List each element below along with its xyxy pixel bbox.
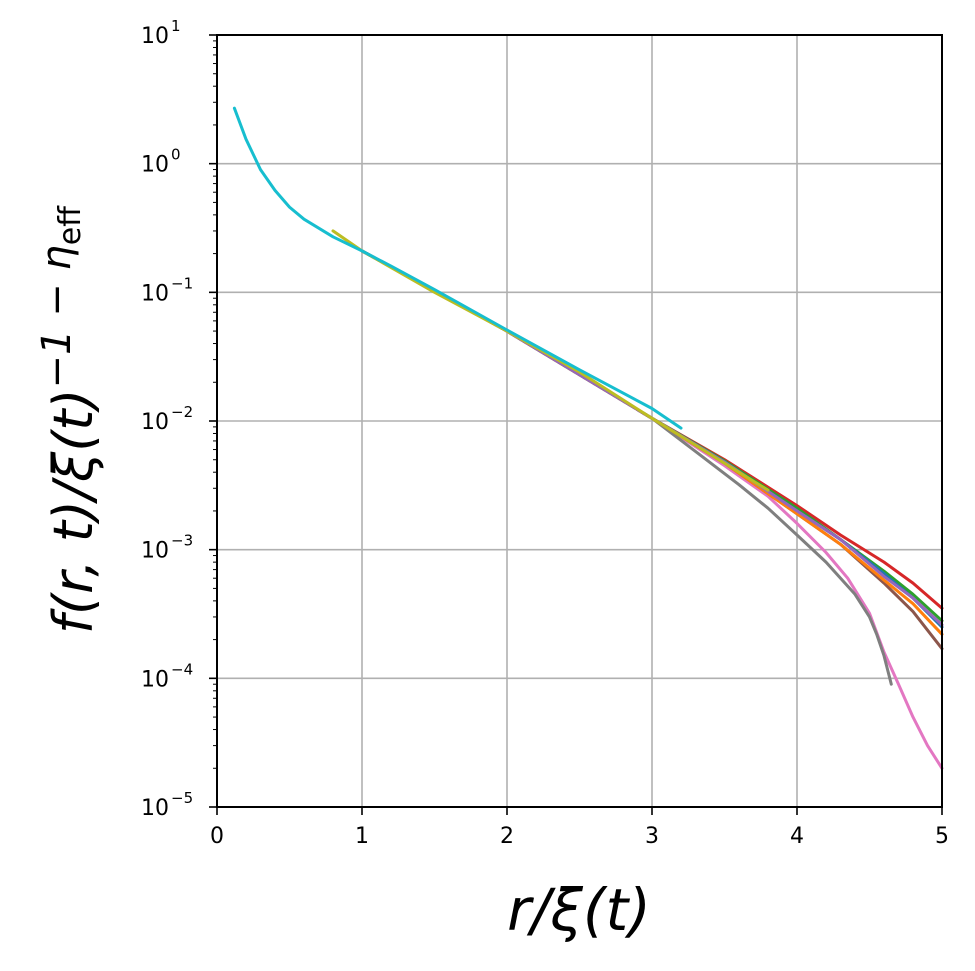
series-group	[232, 106, 944, 770]
y-tick-label: 10	[141, 24, 169, 49]
x-axis: 0 1 2 3 4 5	[210, 807, 949, 849]
y-tick-label-exponent: −1	[171, 274, 193, 292]
x-axis-title: r/ξ(t)	[507, 876, 651, 944]
series-line-8	[360, 249, 944, 627]
y-tick-label: 10	[141, 281, 169, 306]
y-tick-label: 10	[141, 539, 169, 564]
series-line-10	[232, 106, 683, 430]
grid	[216, 34, 943, 808]
x-tick-label: 4	[790, 824, 804, 849]
x-tick-label: 2	[500, 824, 514, 849]
y-tick-label-exponent: 1	[171, 17, 181, 35]
y-axis-title-exponent: −1 − η	[34, 245, 80, 388]
x-tick-label: 0	[210, 824, 224, 849]
x-tick-label: 5	[935, 824, 949, 849]
y-tick-label-exponent: −3	[171, 532, 193, 550]
y-tick-label: 10	[141, 667, 169, 692]
x-tick-label: 3	[645, 824, 659, 849]
y-tick-label-exponent: −2	[171, 403, 193, 421]
y-axis-title-main: f(r, t)/ξ(t)	[42, 388, 105, 634]
y-axis-title-subscript: eff	[53, 205, 88, 245]
y-tick-label: 10	[141, 410, 169, 435]
y-tick-label: 10	[141, 153, 169, 178]
y-tick-label-exponent: −5	[171, 789, 193, 807]
series-line-2	[360, 249, 893, 686]
y-axis-title: f(r, t)/ξ(t)−1 − ηeff	[34, 205, 105, 634]
y-tick-label-exponent: 0	[171, 146, 181, 164]
y-tick-label: 10	[141, 796, 169, 821]
x-tick-label: 1	[355, 824, 369, 849]
y-tick-label-exponent: −4	[171, 660, 193, 678]
